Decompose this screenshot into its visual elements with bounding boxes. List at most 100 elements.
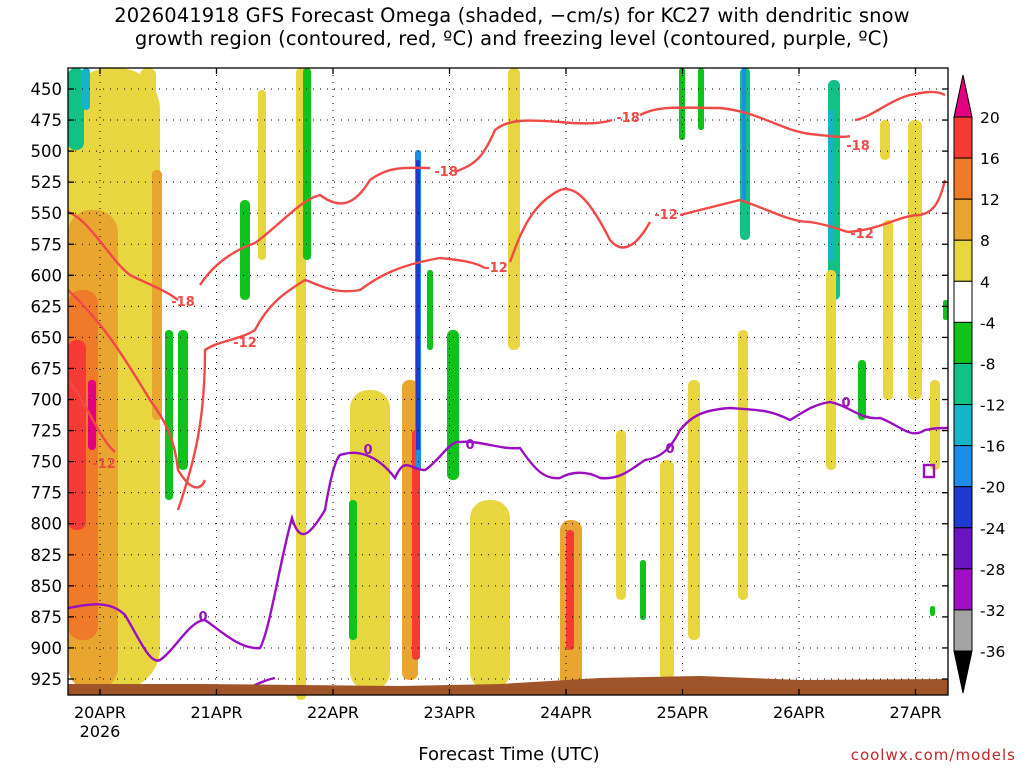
- omega-region: [883, 220, 893, 400]
- x-tick-label: 25APR: [656, 703, 708, 722]
- y-tick-label: 900: [31, 639, 63, 658]
- x-tick-year-label: 2026: [80, 722, 121, 741]
- omega-region: [412, 430, 420, 660]
- omega-region: [427, 270, 433, 350]
- omega-region: [303, 68, 311, 260]
- colorbar-segment: [953, 198, 973, 241]
- plot-frame: [67, 67, 949, 696]
- colorbar-label: -24: [980, 520, 1005, 538]
- y-tick-label: 825: [31, 546, 63, 565]
- y-tick-label: 700: [31, 391, 63, 410]
- y-tick-label: 850: [31, 577, 63, 596]
- ground-fill: [68, 676, 948, 695]
- omega-shading: [68, 68, 948, 700]
- omega-region: [616, 430, 626, 600]
- omega-region: [240, 200, 250, 300]
- dendritic-contour-label: -12: [484, 261, 508, 276]
- dendritic-contour: [67, 210, 179, 301]
- dendritic-contour-label: -18: [434, 165, 458, 180]
- freezing-contour-label: 0: [465, 438, 474, 453]
- omega-region: [178, 330, 188, 470]
- contour-lines: -18 -18 -18 -18 -12 -12 -12 -12 -12 0 0 0 0 0: [67, 90, 949, 694]
- colorbar-label: 16: [980, 150, 1000, 168]
- omega-region: [88, 380, 96, 450]
- colorbar-segment: [953, 239, 973, 282]
- colorbar: 20 16 12 8 4 -4 -8 -12 -16 -20 -24 -28 -32 -36: [953, 74, 1005, 694]
- colorbar-segment: [953, 116, 973, 159]
- colorbar-label: -12: [980, 397, 1005, 415]
- dendritic-contour: [67, 379, 116, 453]
- omega-region: [930, 606, 935, 616]
- omega-region: [82, 68, 90, 110]
- x-tick-label: 23APR: [423, 703, 475, 722]
- x-tick-label: 21APR: [190, 703, 242, 722]
- omega-region: [152, 170, 162, 420]
- omega-region: [68, 68, 84, 150]
- y-tick-label: 675: [31, 359, 63, 378]
- colorbar-label: -16: [980, 438, 1005, 456]
- colorbar-label: 4: [980, 273, 990, 291]
- omega-region: [566, 530, 574, 650]
- dendritic-contour: [679, 179, 947, 234]
- dendritic-contour-label: -18: [616, 111, 640, 126]
- colorbar-segment: [953, 157, 973, 200]
- y-tick-label: 575: [31, 235, 63, 254]
- colorbar-segment: [953, 404, 973, 447]
- x-tick-label: 26APR: [773, 703, 825, 722]
- y-tick-label: 475: [31, 111, 63, 130]
- omega-region: [508, 68, 520, 350]
- omega-region: [880, 120, 890, 160]
- dendritic-contour-label: -12: [233, 336, 257, 351]
- colorbar-segment: [953, 527, 973, 570]
- omega-region: [660, 460, 674, 680]
- omega-region: [698, 68, 704, 130]
- dendritic-contour-label: -18: [846, 139, 870, 154]
- y-tick-label: 725: [31, 422, 63, 441]
- colorbar-label: 8: [980, 232, 990, 250]
- omega-region: [828, 110, 834, 260]
- x-tick-label: 22APR: [307, 703, 359, 722]
- x-axis: 20APR 21APR 22APR 23APR 24APR 25APR 26APR 27APR…: [74, 68, 942, 741]
- omega-region: [943, 300, 948, 320]
- dendritic-contour-label: -12: [850, 227, 874, 242]
- colorbar-label: -8: [980, 355, 995, 373]
- colorbar-segment: [953, 650, 973, 694]
- omega-region: [930, 380, 940, 470]
- colorbar-label: -4: [980, 314, 995, 332]
- y-tick-label: 875: [31, 608, 63, 627]
- dendritic-contour-label: -12: [92, 457, 116, 472]
- colorbar-segment: [953, 486, 973, 529]
- y-tick-label: 925: [31, 670, 63, 689]
- y-tick-label: 750: [31, 453, 63, 472]
- omega-region: [688, 380, 700, 640]
- freezing-contour: [922, 463, 936, 479]
- omega-region: [742, 68, 746, 200]
- dendritic-contour: [854, 90, 946, 122]
- dendritic-contour: [198, 166, 431, 286]
- x-tick-label: 20APR: [74, 703, 126, 722]
- y-tick-label: 600: [31, 266, 63, 285]
- dendritic-contour: [176, 256, 486, 511]
- omega-region: [470, 500, 510, 690]
- x-tick-label: 24APR: [540, 703, 592, 722]
- freezing-contour-label: 0: [841, 396, 850, 411]
- ground-layer: [68, 676, 948, 695]
- dendritic-contour: [508, 187, 652, 263]
- dendritic-contour-label: -18: [171, 295, 195, 310]
- credit-link[interactable]: coolwx.com/models: [850, 746, 1016, 764]
- y-tick-label: 625: [31, 297, 63, 316]
- dendritic-contour-label: -12: [654, 208, 678, 223]
- omega-region: [908, 120, 922, 400]
- dendritic-contour: [454, 118, 613, 174]
- colorbar-segment: [953, 321, 973, 364]
- y-tick-label: 450: [31, 80, 63, 99]
- x-axis-label: Forecast Time (UTC): [418, 744, 600, 765]
- dendritic-contour: [639, 106, 851, 139]
- colorbar-label: -20: [980, 479, 1005, 497]
- omega-region: [858, 360, 866, 420]
- freezing-contour-label: 0: [363, 443, 372, 458]
- colorbar-label: -36: [980, 643, 1005, 661]
- omega-region: [258, 90, 266, 260]
- colorbar-label: -28: [980, 561, 1005, 579]
